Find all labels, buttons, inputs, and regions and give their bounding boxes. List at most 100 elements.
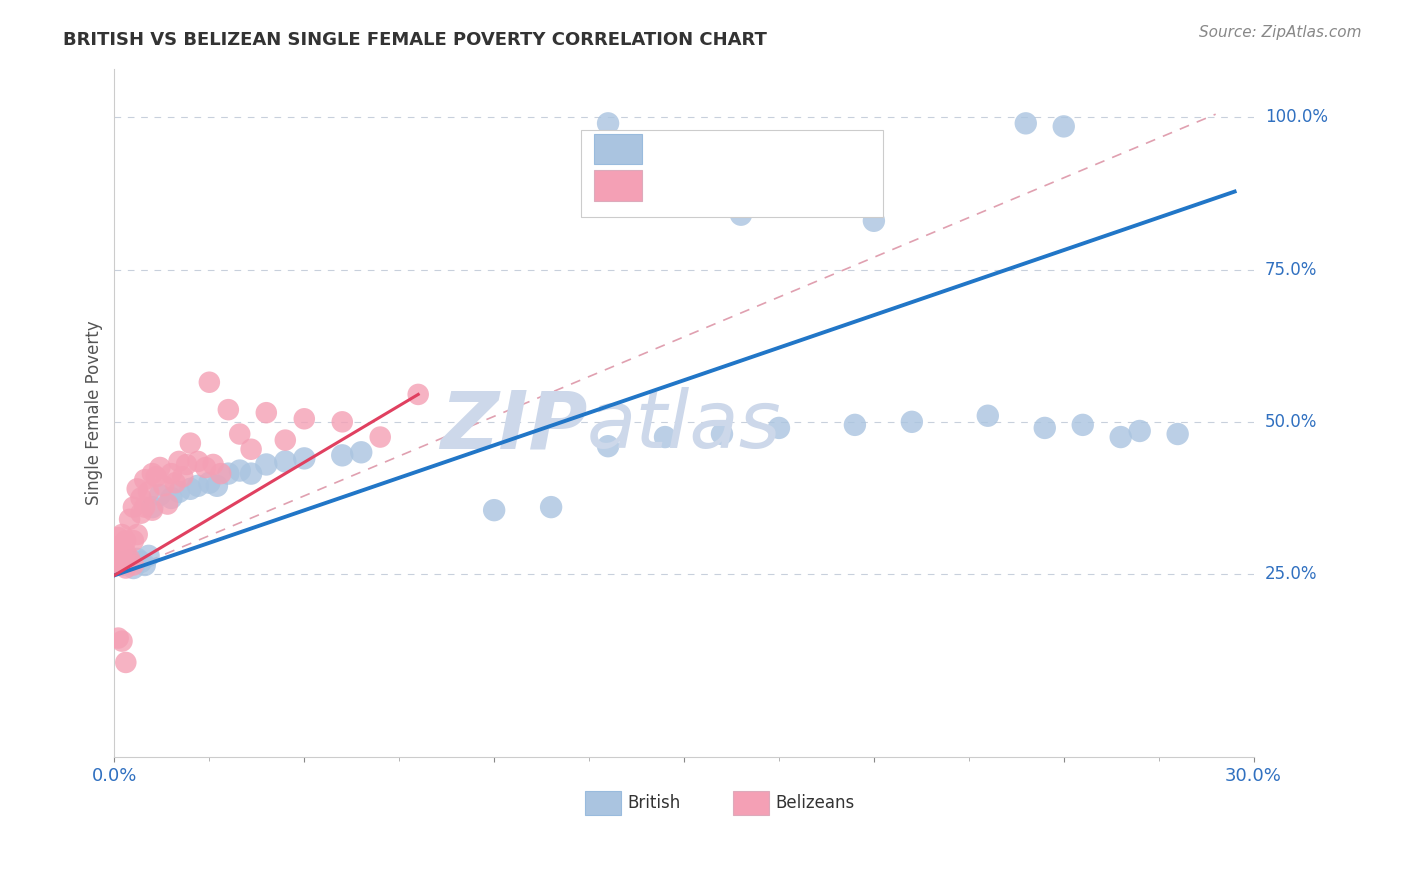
Point	[149, 488, 172, 502]
Point	[103, 555, 125, 569]
Point	[711, 427, 734, 442]
Point	[111, 552, 134, 566]
Point	[111, 634, 134, 648]
Point	[1015, 116, 1038, 130]
Point	[176, 458, 198, 472]
Point	[127, 552, 149, 566]
Point	[1053, 120, 1076, 134]
Point	[1129, 424, 1152, 438]
Point	[114, 561, 136, 575]
Point	[187, 454, 209, 468]
Point	[129, 506, 152, 520]
Text: British: British	[627, 794, 681, 812]
Text: R = 0.482: R = 0.482	[650, 140, 748, 158]
Point	[292, 411, 315, 425]
Point	[122, 533, 145, 548]
Text: 25.0%: 25.0%	[1265, 566, 1317, 583]
Point	[1033, 421, 1056, 435]
Point	[1109, 430, 1132, 444]
Point	[330, 415, 353, 429]
Text: 50.0%: 50.0%	[1265, 413, 1317, 431]
Point	[194, 460, 217, 475]
Point	[129, 491, 152, 505]
Point	[134, 473, 156, 487]
Point	[596, 116, 619, 130]
Point	[730, 208, 752, 222]
Text: 75.0%: 75.0%	[1265, 260, 1317, 278]
Point	[107, 558, 129, 572]
Point	[368, 430, 391, 444]
Point	[863, 214, 886, 228]
Point	[111, 558, 134, 572]
Point	[350, 445, 373, 459]
Point	[160, 491, 183, 505]
Point	[160, 467, 183, 481]
Point	[198, 475, 221, 490]
Point	[229, 464, 252, 478]
Point	[179, 436, 201, 450]
Point	[111, 527, 134, 541]
Point	[198, 376, 221, 390]
Point	[122, 500, 145, 515]
Point	[205, 479, 228, 493]
Point	[141, 467, 163, 481]
Point	[187, 479, 209, 493]
Point	[1071, 417, 1094, 432]
Point	[118, 554, 141, 568]
Y-axis label: Single Female Poverty: Single Female Poverty	[86, 320, 103, 505]
Point	[1167, 427, 1189, 442]
FancyBboxPatch shape	[733, 791, 769, 814]
Point	[149, 460, 172, 475]
Point	[107, 549, 129, 563]
Point	[274, 454, 297, 468]
Text: 100.0%: 100.0%	[1265, 108, 1327, 127]
FancyBboxPatch shape	[593, 134, 643, 164]
Point	[596, 439, 619, 453]
Point	[138, 484, 160, 499]
Text: N = 39: N = 39	[769, 140, 837, 158]
Point	[229, 427, 252, 442]
Point	[118, 552, 141, 566]
Point	[156, 497, 179, 511]
Point	[122, 558, 145, 572]
Point	[240, 442, 263, 457]
Point	[844, 417, 866, 432]
Text: N = 48: N = 48	[769, 177, 837, 194]
Text: R = 0.358: R = 0.358	[650, 177, 748, 194]
Point	[330, 448, 353, 462]
Point	[122, 561, 145, 575]
Point	[540, 500, 562, 515]
Point	[107, 540, 129, 554]
Point	[977, 409, 1000, 423]
Point	[107, 531, 129, 545]
Point	[118, 512, 141, 526]
Point	[217, 402, 239, 417]
Text: atlas: atlas	[588, 387, 782, 466]
Point	[274, 433, 297, 447]
Point	[129, 555, 152, 569]
Point	[111, 542, 134, 557]
FancyBboxPatch shape	[582, 130, 883, 217]
Point	[145, 469, 167, 483]
Point	[165, 475, 187, 490]
Point	[209, 467, 232, 481]
Point	[179, 482, 201, 496]
Point	[240, 467, 263, 481]
Point	[134, 558, 156, 572]
Point	[406, 387, 429, 401]
Point	[217, 467, 239, 481]
Point	[172, 469, 194, 483]
Point	[114, 656, 136, 670]
Text: Belizeans: Belizeans	[775, 794, 855, 812]
Point	[167, 484, 190, 499]
Point	[127, 482, 149, 496]
Point	[254, 458, 277, 472]
Point	[141, 503, 163, 517]
Point	[292, 451, 315, 466]
Point	[202, 458, 225, 472]
Point	[114, 556, 136, 570]
Point	[107, 631, 129, 645]
Point	[768, 421, 790, 435]
FancyBboxPatch shape	[593, 170, 643, 201]
Point	[127, 527, 149, 541]
